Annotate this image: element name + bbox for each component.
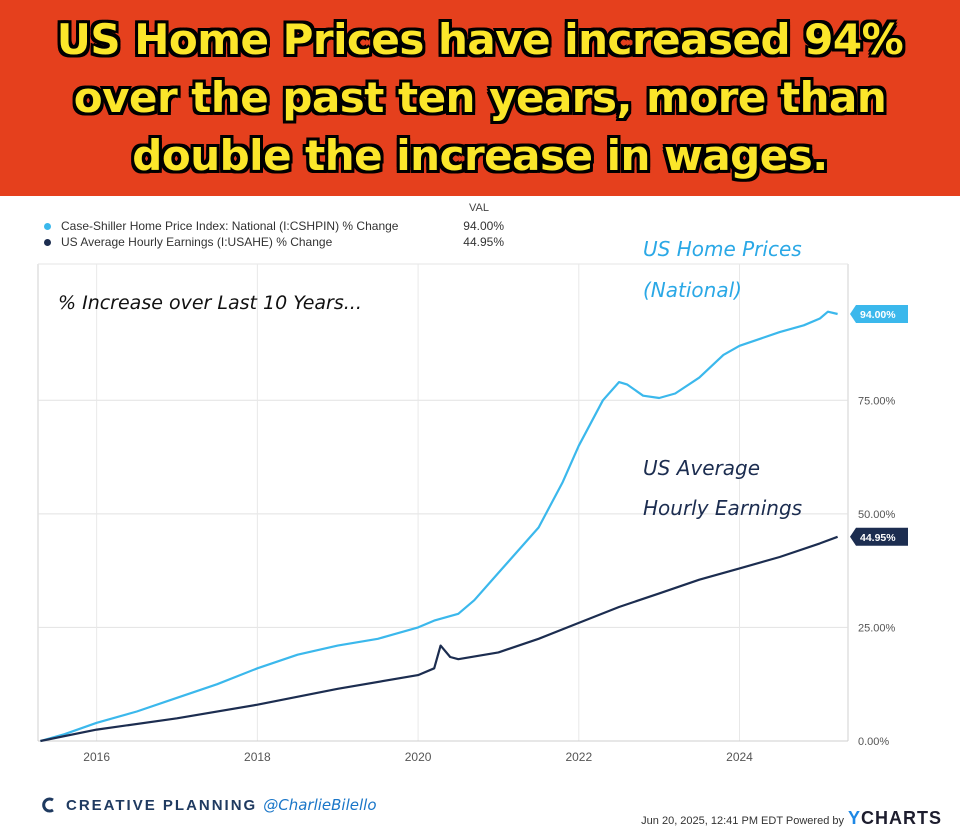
x-tick-label: 2022	[565, 750, 592, 764]
hourly-earnings-series-line	[40, 535, 838, 743]
chart-annotation-title: % Increase over Last 10 Years...	[58, 292, 362, 314]
brand-name: CREATIVE PLANNING	[66, 796, 258, 814]
legend-value: 94.00%	[463, 219, 504, 233]
hourly-earnings-annotation: US Average	[643, 456, 760, 480]
legend-dot-icon	[44, 238, 51, 246]
headline: US Home Prices have increased 94% over t…	[56, 15, 904, 180]
creative-planning-icon	[42, 797, 54, 813]
y-tick-label: 25.00%	[858, 622, 896, 634]
legend-label: US Average Hourly Earnings (I:USAHE) % C…	[61, 235, 333, 249]
hourly-earnings-end-tag	[850, 527, 908, 546]
x-tick-label: 2020	[405, 750, 432, 764]
timestamp: Jun 20, 2025, 12:41 PM EDT Powered by	[641, 815, 844, 827]
x-tick-label: 2024	[726, 750, 753, 764]
home-price-end-label: 94.00%	[860, 309, 896, 321]
legend-item-home-prices[interactable]: Case-Shiller Home Price Index: National …	[44, 218, 504, 234]
hourly-earnings-end-label: 44.95%	[860, 532, 896, 544]
hourly-earnings-annotation: Hourly Earnings	[643, 496, 802, 520]
ycharts-logo: YCHARTS	[847, 808, 942, 828]
x-tick-label: 2018	[244, 750, 271, 764]
powered-by: Jun 20, 2025, 12:41 PM EDT Powered by YC…	[641, 808, 942, 829]
home-prices-annotation: US Home Prices	[643, 237, 802, 261]
legend-value: 44.95%	[463, 235, 504, 249]
y-tick-label: 0.00%	[858, 736, 889, 748]
x-tick-label: 2016	[83, 750, 110, 764]
line-chart: 0.00% 25.00% 50.00% 75.00% 2016 2018 2020 2022 2…	[37, 237, 908, 764]
home-price-series-line	[40, 310, 838, 743]
twitter-handle: @CharlieBilello	[263, 796, 377, 814]
legend-label: Case-Shiller Home Price Index: National …	[61, 219, 399, 233]
headline-banner: US Home Prices have increased 94% over t…	[0, 0, 960, 196]
legend-value-header: VAL	[469, 202, 489, 214]
y-tick-label: 50.00%	[858, 509, 896, 521]
y-tick-label: 75.00%	[858, 395, 896, 407]
home-prices-annotation: (National)	[643, 278, 742, 302]
legend-dot-icon	[44, 222, 51, 230]
creative-planning-logo: CREATIVE PLANNING @CharlieBilello	[40, 796, 377, 814]
home-price-end-tag	[850, 304, 908, 323]
legend-item-hourly-earnings[interactable]: US Average Hourly Earnings (I:USAHE) % C…	[44, 234, 504, 250]
